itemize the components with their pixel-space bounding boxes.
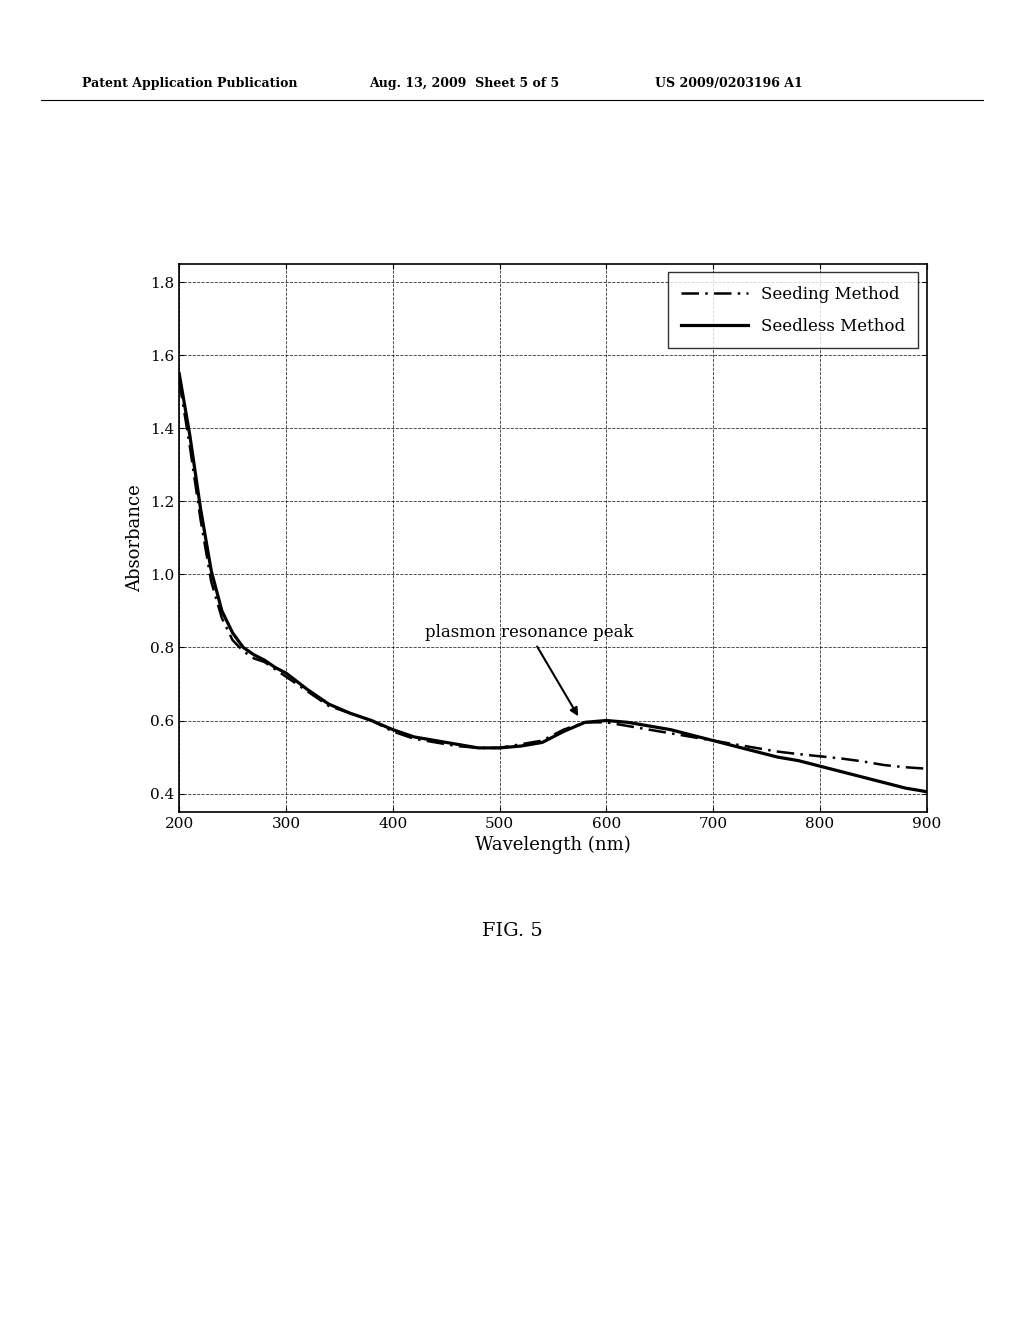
Seeding Method: [387, 723, 399, 739]
Line: Seedless Method: Seedless Method: [179, 374, 927, 792]
Seedless Method: [280, 665, 292, 681]
Seedless Method: [793, 752, 805, 768]
Seedless Method: [579, 714, 591, 730]
Text: FIG. 5: FIG. 5: [481, 921, 543, 940]
Seedless Method: [216, 603, 228, 619]
Seeding Method: [557, 722, 569, 738]
Seedless Method: [686, 727, 698, 743]
Text: Aug. 13, 2009  Sheet 5 of 5: Aug. 13, 2009 Sheet 5 of 5: [369, 77, 559, 90]
Seeding Method: [643, 722, 655, 738]
Seeding Method: [195, 512, 207, 528]
Seeding Method: [183, 438, 196, 454]
Line: Seeding Method: Seeding Method: [179, 381, 927, 768]
Seeding Method: [836, 751, 848, 767]
Seeding Method: [205, 574, 217, 590]
Seedless Method: [494, 741, 506, 756]
Seedless Method: [878, 775, 890, 791]
Seedless Method: [472, 741, 484, 756]
Seeding Method: [707, 733, 719, 748]
Seedless Method: [451, 737, 463, 752]
Seedless Method: [836, 764, 848, 780]
Seedless Method: [173, 366, 185, 381]
Seedless Method: [205, 562, 217, 578]
Seedless Method: [537, 734, 549, 750]
Seeding Method: [622, 718, 634, 734]
Seedless Method: [408, 729, 420, 744]
Seeding Method: [301, 684, 313, 700]
Seedless Method: [301, 681, 313, 697]
Seeding Method: [750, 741, 762, 756]
Seeding Method: [899, 759, 911, 775]
Seeding Method: [728, 737, 740, 752]
Seeding Method: [451, 738, 463, 754]
Seeding Method: [921, 760, 933, 776]
Seeding Method: [494, 741, 506, 756]
Seeding Method: [226, 632, 239, 648]
Seeding Method: [258, 655, 270, 671]
Seeding Method: [238, 643, 250, 659]
Seedless Method: [643, 718, 655, 734]
Seedless Method: [771, 750, 783, 766]
Seeding Method: [366, 713, 378, 729]
Seeding Method: [793, 746, 805, 762]
Seedless Method: [515, 738, 527, 754]
Seeding Method: [686, 729, 698, 744]
Seedless Method: [856, 770, 868, 785]
Seeding Method: [878, 758, 890, 774]
Seeding Method: [472, 741, 484, 756]
Seedless Method: [728, 738, 740, 754]
Text: Patent Application Publication: Patent Application Publication: [82, 77, 297, 90]
Seedless Method: [750, 743, 762, 759]
Seedless Method: [248, 647, 260, 663]
Seedless Method: [387, 722, 399, 738]
X-axis label: Wavelength (nm): Wavelength (nm): [475, 836, 631, 854]
Seeding Method: [537, 733, 549, 748]
Seedless Method: [226, 624, 239, 640]
Seedless Method: [323, 696, 335, 711]
Seedless Method: [600, 713, 612, 729]
Seedless Method: [622, 714, 634, 730]
Seeding Method: [173, 374, 185, 389]
Seedless Method: [183, 428, 196, 444]
Seeding Method: [600, 714, 612, 730]
Y-axis label: Absorbance: Absorbance: [127, 484, 144, 591]
Seedless Method: [707, 733, 719, 748]
Seedless Method: [899, 780, 911, 796]
Seeding Method: [579, 714, 591, 730]
Seeding Method: [665, 726, 677, 742]
Seeding Method: [856, 754, 868, 770]
Seedless Method: [258, 652, 270, 668]
Seedless Method: [557, 723, 569, 739]
Seeding Method: [408, 731, 420, 747]
Seedless Method: [921, 784, 933, 800]
Seeding Method: [323, 698, 335, 714]
Seeding Method: [771, 743, 783, 759]
Seeding Method: [269, 661, 282, 677]
Seedless Method: [269, 660, 282, 676]
Text: US 2009/0203196 A1: US 2009/0203196 A1: [655, 77, 803, 90]
Seedless Method: [814, 758, 826, 774]
Seedless Method: [429, 733, 441, 748]
Text: plasmon resonance peak: plasmon resonance peak: [425, 624, 633, 714]
Seeding Method: [248, 651, 260, 667]
Legend: Seeding Method, Seedless Method: Seeding Method, Seedless Method: [668, 272, 919, 348]
Seedless Method: [344, 705, 356, 721]
Seedless Method: [366, 713, 378, 729]
Seedless Method: [665, 722, 677, 738]
Seeding Method: [216, 610, 228, 626]
Seeding Method: [280, 669, 292, 685]
Seeding Method: [344, 705, 356, 721]
Seeding Method: [515, 737, 527, 752]
Seeding Method: [429, 734, 441, 750]
Seedless Method: [195, 500, 207, 516]
Seeding Method: [814, 748, 826, 764]
Seedless Method: [238, 640, 250, 656]
